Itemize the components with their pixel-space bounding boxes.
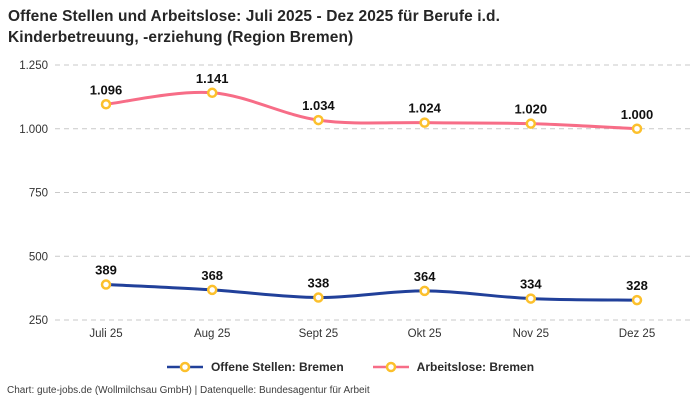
legend-marker-blue bbox=[179, 361, 191, 373]
legend-label-arbeitslose: Arbeitslose: Bremen bbox=[416, 360, 535, 374]
chart-title-line1: Offene Stellen und Arbeitslose: Juli 202… bbox=[8, 8, 501, 25]
data-point-marker bbox=[419, 117, 430, 128]
data-point-label: 389 bbox=[95, 263, 117, 278]
data-point-label: 1.034 bbox=[302, 98, 335, 113]
data-point-marker bbox=[525, 293, 537, 304]
series-line bbox=[104, 90, 639, 131]
data-point-marker bbox=[313, 114, 324, 126]
series-line bbox=[104, 283, 639, 302]
legend-line-marker-icon bbox=[372, 361, 409, 373]
x-tick-label: Sept 25 bbox=[299, 328, 339, 340]
data-point-label: 364 bbox=[414, 269, 436, 284]
data-point-marker bbox=[631, 123, 643, 134]
data-point-marker bbox=[313, 292, 324, 303]
data-point-label: 338 bbox=[308, 276, 330, 291]
data-point-label: 1.141 bbox=[196, 71, 229, 86]
data-point-marker bbox=[631, 294, 643, 306]
data-point-label: 1.020 bbox=[515, 102, 548, 117]
legend-label-offene-stellen: Offene Stellen: Bremen bbox=[210, 360, 344, 374]
x-tick-label: Okt 25 bbox=[408, 328, 442, 340]
chart-svg: 1.250 1.000 750 500 250 Juli 25 Aug 25 Sept 25 O… bbox=[19, 60, 692, 340]
data-point-label: 334 bbox=[520, 277, 542, 292]
y-tick-label: 250 bbox=[29, 315, 48, 327]
y-tick-label: 500 bbox=[29, 251, 48, 263]
x-tick-label: Aug 25 bbox=[194, 328, 230, 340]
y-tick-label: 750 bbox=[29, 188, 48, 200]
data-point-label: 368 bbox=[201, 268, 223, 283]
x-tick-label: Nov 25 bbox=[513, 328, 549, 340]
legend-marker-pink bbox=[385, 361, 396, 373]
data-point-marker bbox=[206, 284, 218, 296]
data-point-label: 328 bbox=[626, 278, 648, 293]
data-point-marker bbox=[100, 99, 112, 110]
chart-legend: Offene Stellen: Bremen Arbeitslose: Brem… bbox=[0, 354, 700, 380]
chart-title: Offene Stellen und Arbeitslose: Juli 202… bbox=[8, 6, 568, 48]
data-point-marker bbox=[525, 118, 537, 129]
data-point-marker bbox=[100, 279, 112, 290]
legend-item-offene-stellen[interactable]: Offene Stellen: Bremen bbox=[166, 360, 344, 374]
legend-item-arbeitslose[interactable]: Arbeitslose: Bremen bbox=[372, 360, 534, 374]
data-point-label: 1.024 bbox=[408, 101, 441, 116]
chart-title-line2: Kinderbetreuung, -erziehung (Region Brem… bbox=[8, 29, 354, 46]
data-point-marker bbox=[419, 285, 430, 297]
chart-credit: Chart: gute-jobs.de (Wollmilchsau GmbH) … bbox=[7, 385, 370, 396]
data-point-marker bbox=[206, 87, 218, 99]
data-point-label: 1.096 bbox=[90, 82, 123, 97]
y-tick-label: 1.000 bbox=[19, 124, 48, 136]
x-tick-label: Juli 25 bbox=[89, 328, 122, 340]
data-point-label: 1.000 bbox=[621, 107, 654, 122]
x-tick-label: Dez 25 bbox=[619, 328, 655, 340]
y-tick-label: 1.250 bbox=[19, 60, 48, 72]
legend-line-marker-icon bbox=[166, 361, 203, 373]
